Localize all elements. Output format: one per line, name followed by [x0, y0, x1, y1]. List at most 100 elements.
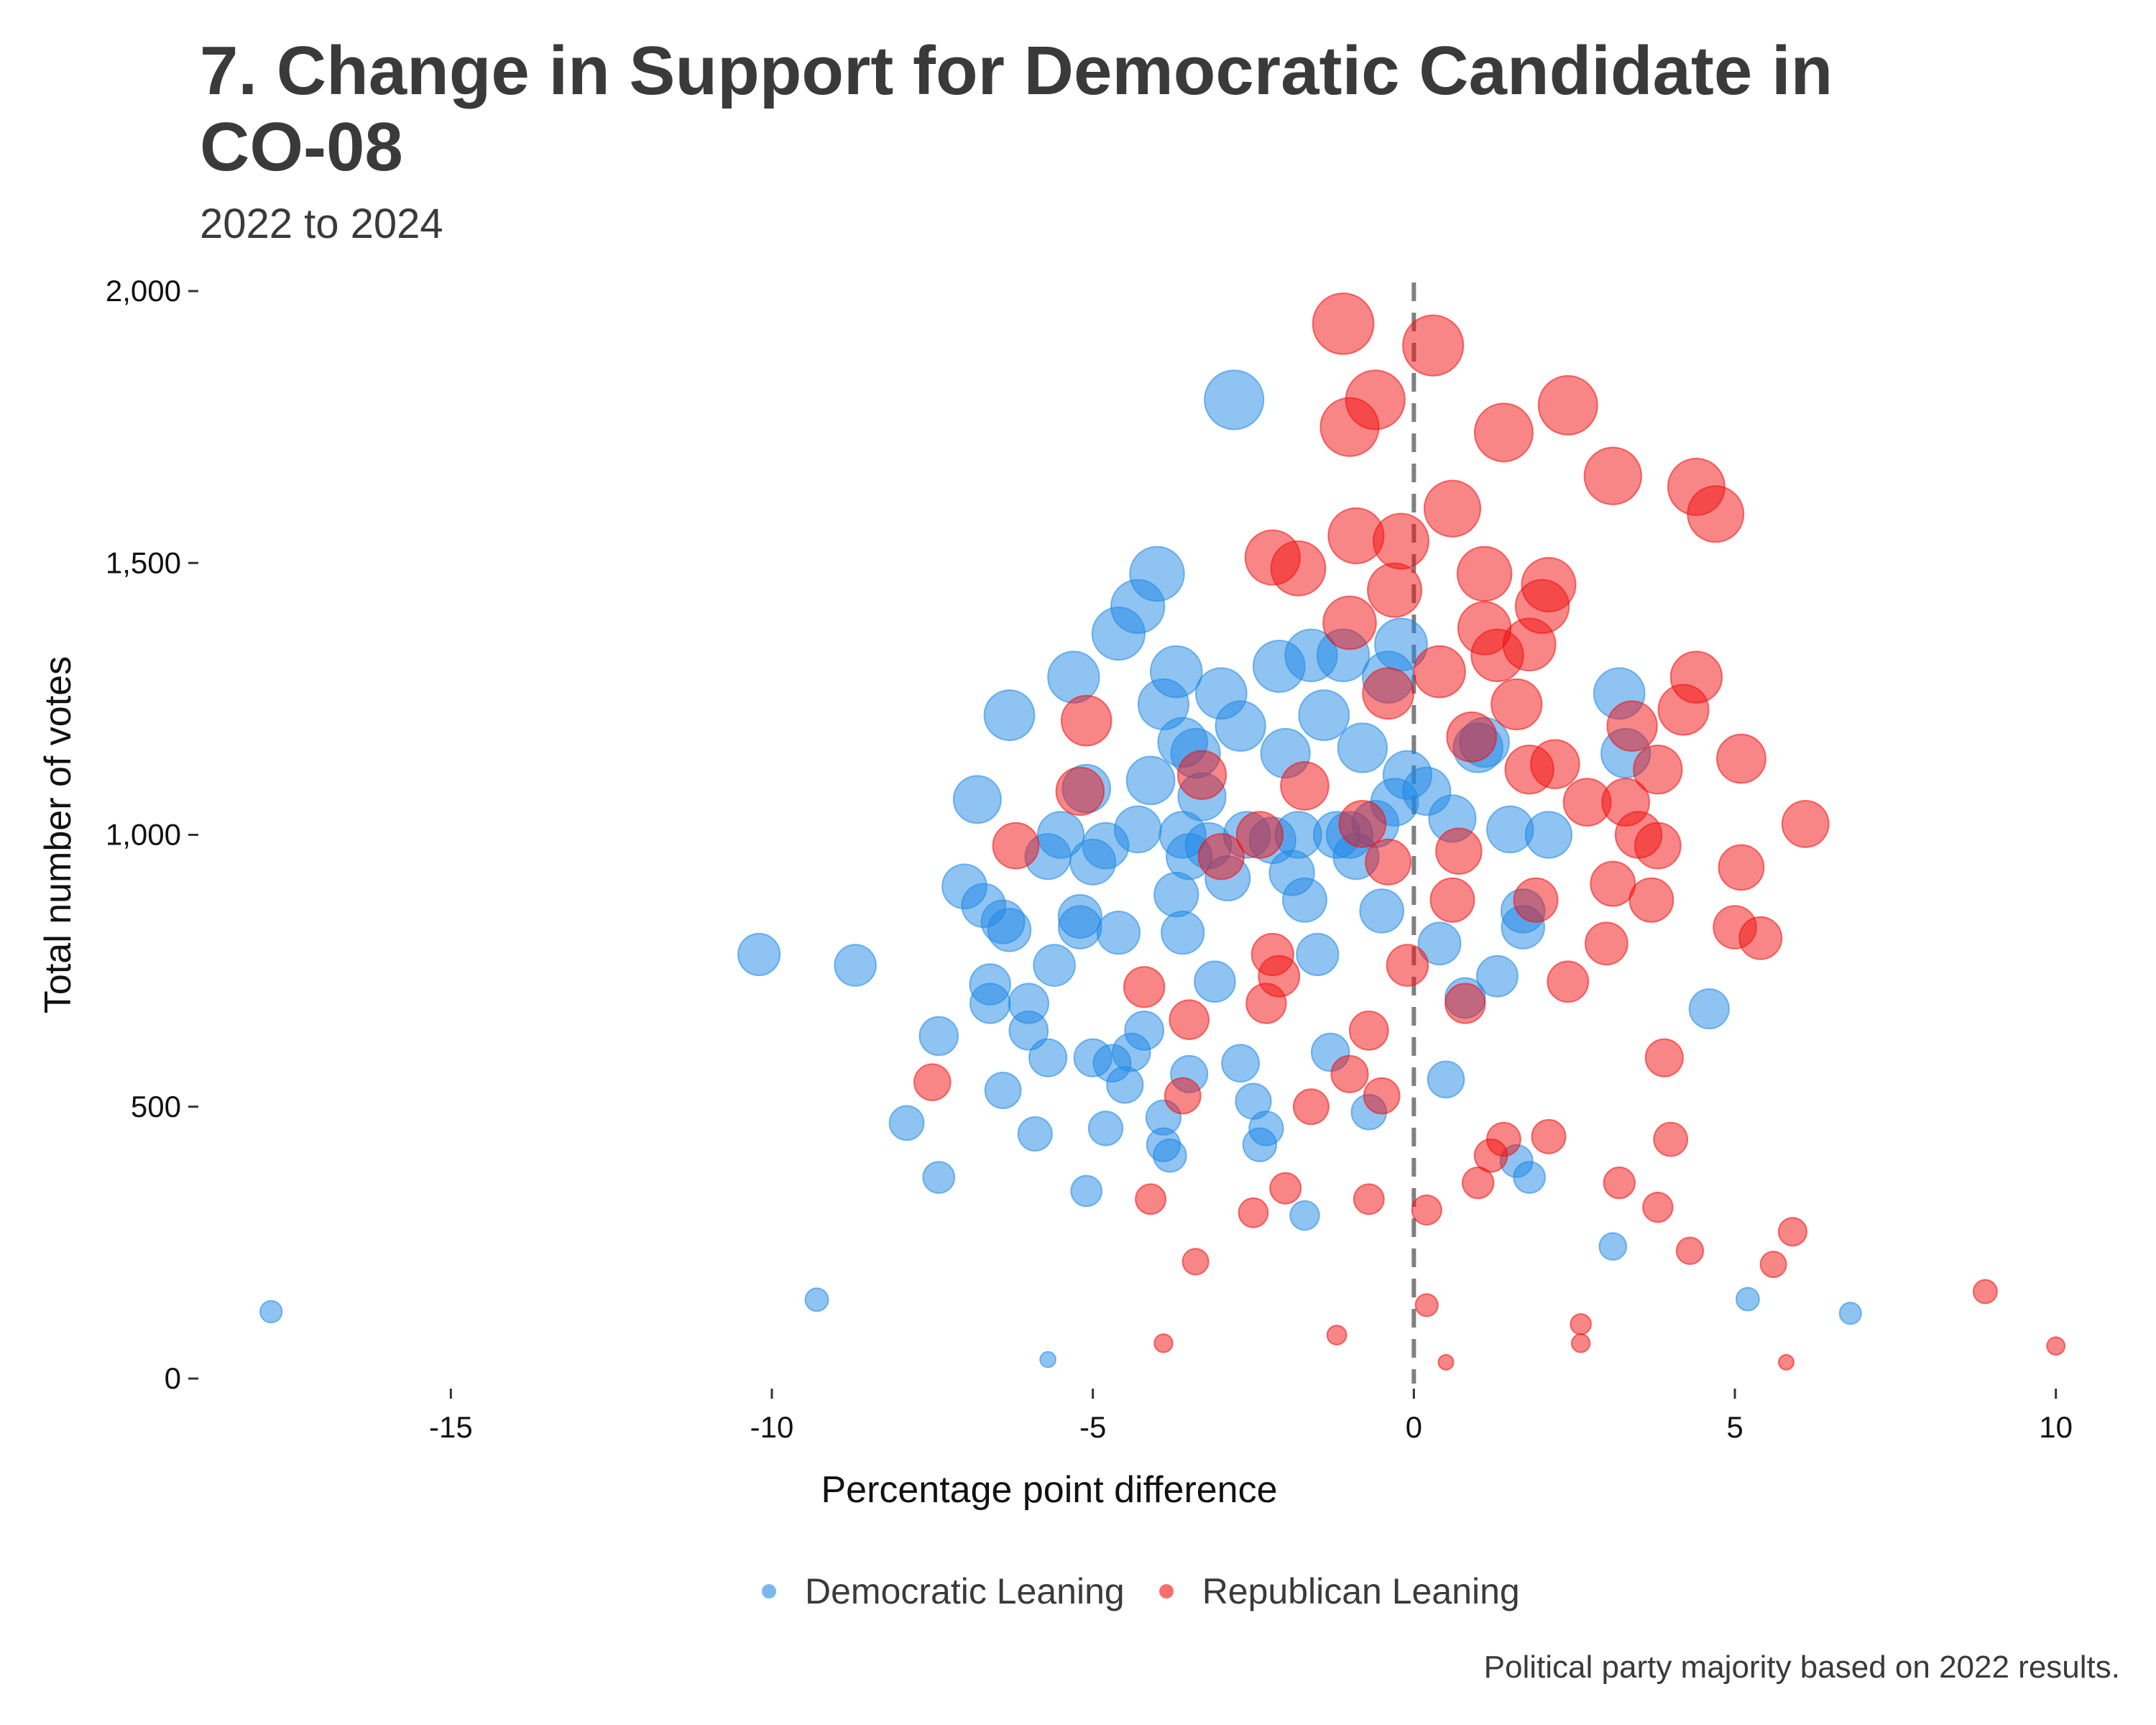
- x-tick-label: 5: [1726, 1410, 1743, 1444]
- democratic-point: [1113, 805, 1162, 854]
- democratic-point: [1194, 960, 1236, 1003]
- republican-point: [1423, 479, 1482, 538]
- republican-point: [1280, 761, 1330, 811]
- y-tick-label: 2,000: [106, 274, 181, 308]
- y-axis-title: Total number of votes: [37, 656, 79, 1013]
- democratic-point: [1008, 983, 1050, 1024]
- democratic-point: [1124, 1010, 1165, 1051]
- republican-point: [1583, 446, 1642, 505]
- republican-point: [1238, 1197, 1269, 1228]
- legend-key-democratic: [762, 1584, 776, 1598]
- democratic-point: [1475, 954, 1519, 998]
- legend-item-democratic: Democratic Leaning: [762, 1570, 1125, 1612]
- republican-point: [1486, 1121, 1521, 1157]
- democratic-point: [987, 908, 1032, 952]
- republican-point: [1547, 960, 1590, 1003]
- legend-label-republican: Republican Leaning: [1202, 1571, 1520, 1611]
- y-tick-label: 1,000: [106, 818, 181, 852]
- x-tick-label: 10: [2039, 1410, 2073, 1444]
- republican-point: [1312, 292, 1375, 355]
- republican-point: [1169, 999, 1210, 1041]
- republican-point: [2046, 1336, 2066, 1356]
- democratic-point: [1838, 1302, 1862, 1325]
- republican-point: [1531, 1118, 1567, 1154]
- republican-point: [1135, 1183, 1167, 1215]
- democratic-point: [259, 1300, 283, 1324]
- republican-point: [1153, 1333, 1174, 1353]
- republican-point: [1386, 944, 1429, 987]
- democratic-point: [834, 944, 877, 987]
- republican-point: [1362, 667, 1414, 720]
- democratic-point: [888, 1105, 925, 1141]
- republican-point: [1446, 711, 1498, 763]
- democratic-point: [1058, 905, 1102, 949]
- x-tick-label: -15: [429, 1410, 473, 1444]
- democratic-point: [737, 932, 781, 977]
- republican-point: [1777, 1353, 1795, 1371]
- republican-point: [1634, 822, 1682, 870]
- republican-point: [1181, 1248, 1210, 1276]
- republican-point: [1365, 838, 1412, 886]
- democratic-point: [1298, 689, 1350, 741]
- republican-point: [1372, 512, 1429, 570]
- republican-point: [1348, 1010, 1389, 1051]
- republican-point: [1055, 766, 1105, 816]
- democratic-point: [1087, 1110, 1124, 1146]
- chart-subtitle: 2022 to 2024: [200, 201, 443, 247]
- democratic-point: [1598, 1232, 1628, 1261]
- democratic-point: [1150, 645, 1203, 699]
- democratic-point: [969, 983, 1011, 1024]
- democratic-point: [922, 1161, 956, 1194]
- republican-point: [1653, 1121, 1689, 1157]
- republican-point: [1716, 733, 1766, 784]
- republican-point: [1606, 700, 1658, 752]
- legend: Democratic Leaning Republican Leaning: [762, 1570, 1554, 1612]
- democratic-point: [1129, 546, 1185, 602]
- democratic-point: [1161, 910, 1205, 955]
- republican-point: [1633, 745, 1683, 795]
- democratic-point: [1417, 921, 1462, 966]
- democratic-point: [983, 689, 1036, 741]
- democratic-point: [1688, 988, 1730, 1030]
- republican-point: [1738, 916, 1783, 960]
- x-tick-label: -10: [750, 1410, 794, 1444]
- republican-point: [1429, 877, 1475, 923]
- republican-point: [1570, 1313, 1592, 1335]
- democratic-point: [1125, 755, 1176, 806]
- democratic-point: [1513, 1161, 1547, 1194]
- republican-point: [1402, 314, 1465, 377]
- republican-point: [1642, 1192, 1674, 1223]
- republican-point: [1537, 374, 1598, 436]
- republican-point: [1445, 983, 1486, 1024]
- republican-point: [1718, 844, 1765, 891]
- chart-caption: Political party majority based on 2022 r…: [1483, 1650, 2120, 1685]
- republican-point: [1367, 562, 1423, 618]
- republican-point: [1326, 1325, 1348, 1346]
- republican-point: [1176, 750, 1227, 800]
- republican-point: [992, 822, 1040, 870]
- democratic-point: [1028, 1038, 1068, 1077]
- democratic-point: [1281, 877, 1327, 923]
- republican-point: [1675, 1236, 1705, 1265]
- republican-point: [1345, 369, 1406, 431]
- y-tick-label: 0: [165, 1361, 181, 1395]
- republican-point: [1414, 1293, 1439, 1317]
- republican-point: [1353, 1183, 1385, 1215]
- republican-point: [1491, 678, 1543, 731]
- republican-point: [1461, 1166, 1495, 1200]
- republican-point: [1972, 1279, 1998, 1305]
- republican-point: [1292, 1088, 1330, 1126]
- democratic-point: [1204, 369, 1265, 431]
- republican-point: [1330, 1054, 1369, 1093]
- democratic-point: [984, 1072, 1022, 1110]
- democratic-point: [1017, 1116, 1053, 1152]
- democratic-point: [804, 1287, 829, 1312]
- republican-point: [1603, 1166, 1636, 1200]
- democratic-point: [1427, 1060, 1465, 1099]
- republican-point: [1363, 1077, 1401, 1115]
- republican-point: [1322, 595, 1377, 650]
- democratic-point: [1070, 1174, 1103, 1208]
- republican-point: [1338, 799, 1387, 848]
- democratic-point: [1524, 811, 1573, 859]
- republican-point: [1669, 650, 1723, 704]
